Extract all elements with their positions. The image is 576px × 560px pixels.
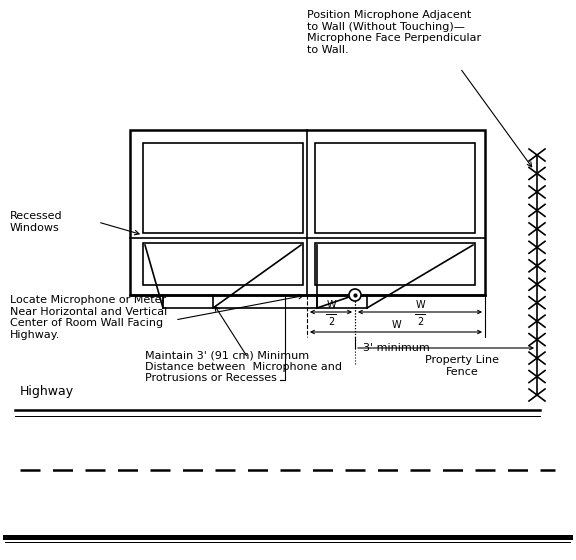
Text: Property Line
Fence: Property Line Fence bbox=[425, 355, 499, 376]
Text: 2: 2 bbox=[417, 317, 423, 327]
Text: W: W bbox=[415, 300, 425, 310]
Bar bbox=[143, 243, 303, 285]
Text: Position Microphone Adjacent
to Wall (Without Touching)—
Microphone Face Perpend: Position Microphone Adjacent to Wall (Wi… bbox=[307, 10, 481, 55]
Text: Recessed
Windows: Recessed Windows bbox=[10, 211, 63, 233]
Bar bbox=[130, 130, 485, 295]
Text: Locate Microphone or Meter
Near Horizontal and Vertical
Center of Room Wall Faci: Locate Microphone or Meter Near Horizont… bbox=[10, 295, 167, 340]
Bar bbox=[143, 143, 303, 233]
Text: 3' minimum: 3' minimum bbox=[363, 343, 430, 353]
Text: Highway: Highway bbox=[20, 385, 74, 398]
Text: W: W bbox=[391, 320, 401, 330]
Text: W: W bbox=[326, 300, 336, 310]
Text: Maintain 3' (91 cm) Minimum
Distance between  Microphone and
Protrusions or Rece: Maintain 3' (91 cm) Minimum Distance bet… bbox=[145, 350, 342, 383]
Text: 2: 2 bbox=[328, 317, 334, 327]
Text: Room Being
Evaluated: Room Being Evaluated bbox=[361, 186, 431, 214]
Circle shape bbox=[349, 289, 361, 301]
Bar bbox=[315, 143, 475, 233]
Bar bbox=[315, 243, 475, 285]
